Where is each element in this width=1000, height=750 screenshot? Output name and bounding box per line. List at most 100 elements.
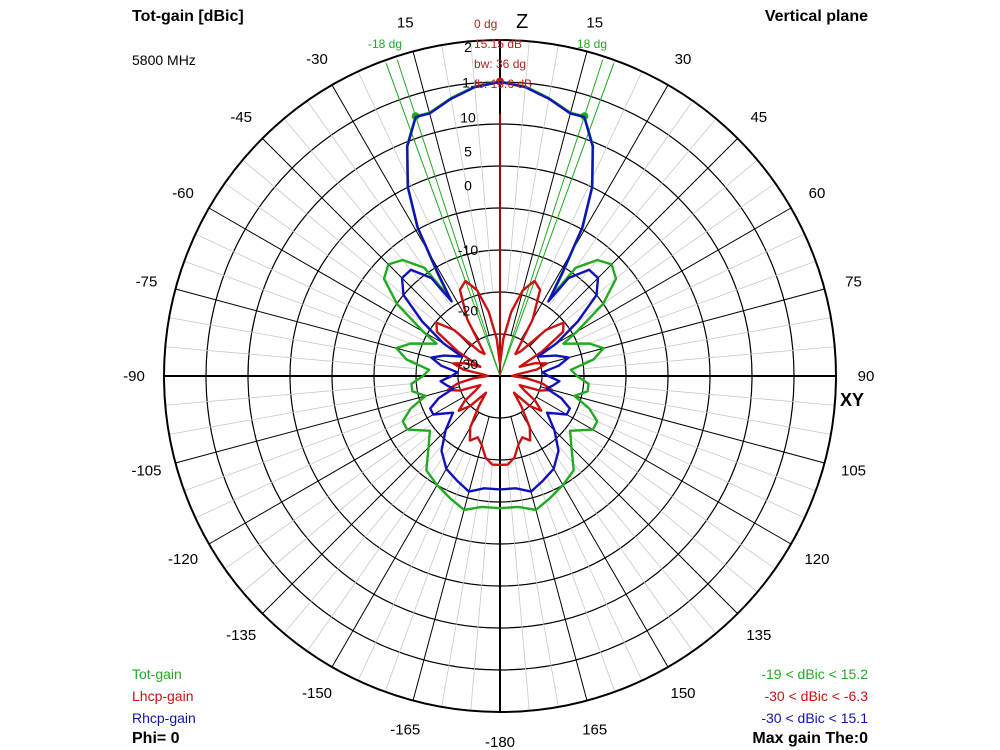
beam-line [499, 59, 604, 377]
angle-label: -75 [136, 273, 158, 290]
radial-label: -30 [458, 356, 478, 372]
phi-label: Phi= 0 [132, 730, 180, 747]
angle-label: -105 [131, 463, 161, 480]
angle-label: -120 [168, 551, 198, 568]
angle-label: -165 [390, 722, 420, 739]
grid-spoke [175, 288, 460, 366]
grid-spoke [412, 51, 490, 336]
angle-labels: 15 15-30 30-45 45-60 60-75 75-90 90-105 105-120… [123, 14, 874, 750]
grid-spoke [470, 41, 494, 293]
grid-spoke [578, 404, 816, 492]
grid-spoke [283, 440, 447, 634]
range-tot-gain: -19 < dBic < 15.2 [761, 666, 868, 682]
frequency-label: 5800 MHz [132, 52, 196, 68]
grid-spoke [470, 459, 494, 711]
angle-label: 30 [675, 51, 692, 68]
grid-spoke [195, 411, 425, 519]
grid-spoke [441, 458, 486, 707]
series-tot-gain [382, 80, 618, 512]
grid-spoke [331, 84, 480, 340]
grid-spoke [165, 346, 417, 370]
grid-spoke [357, 71, 465, 301]
info-angle: 0 dg [474, 17, 497, 31]
angle-label: -90 [123, 368, 145, 385]
grid-spoke [165, 382, 417, 406]
series-curves [382, 80, 618, 512]
radial-label: -20 [458, 303, 478, 319]
grid-spoke [553, 440, 717, 634]
grid-spoke [262, 405, 471, 614]
grid-spoke [412, 416, 490, 701]
grid-spoke [510, 416, 588, 701]
angle-label: 165 [582, 722, 607, 739]
grid-spoke [568, 423, 776, 570]
info-front-back: fb: 19.6 dB [474, 77, 532, 91]
grid-spoke [169, 390, 418, 435]
legend-rhcp-gain: Rhcp-gain [132, 710, 196, 726]
grid-spoke [520, 84, 669, 340]
grid-spoke [506, 41, 530, 293]
xy-axis-label: XY [840, 390, 864, 410]
info-gain: 15.15 dB [474, 37, 522, 51]
grid-spoke [224, 423, 432, 570]
grid-spoke [528, 454, 616, 692]
grid-spoke [575, 411, 805, 519]
grid-spoke [547, 444, 694, 652]
grid-spoke [540, 386, 825, 464]
grid-spoke [208, 396, 464, 545]
legend-lhcp-gain: Lhcp-gain [132, 688, 194, 704]
grid-spoke [520, 412, 669, 668]
right-beam-label: 18 dg [577, 37, 607, 51]
beam-line [385, 63, 501, 377]
chart-title: Tot-gain [dBic] [132, 8, 244, 25]
grid-spoke [540, 288, 825, 366]
grid-spoke [535, 451, 643, 681]
grid-spoke [583, 382, 835, 406]
grid-spoke [506, 459, 530, 711]
grid-spoke [536, 396, 792, 545]
radial-label: 2 [464, 39, 472, 55]
series-rhcp-gain [400, 80, 600, 493]
angle-label: -135 [226, 627, 256, 644]
grid-spoke [575, 233, 805, 341]
grid-spoke [564, 429, 758, 593]
grid-spoke [514, 45, 559, 294]
grid-spoke [175, 386, 460, 464]
grid-spoke [529, 405, 738, 614]
series-lhcp-gain [435, 279, 565, 467]
legend-tot-gain: Tot-gain [132, 666, 182, 682]
radial-label: -10 [458, 242, 478, 258]
range-lhcp-gain: -30 < dBic < -6.3 [764, 688, 868, 704]
grid-spoke [169, 317, 418, 362]
angle-label: 15 [586, 14, 603, 31]
angle-label: -150 [302, 685, 332, 702]
left-beam-label: -18 dg [368, 37, 402, 51]
z-axis-label: Z [516, 11, 528, 33]
grid-spoke [553, 118, 717, 312]
angle-label: 135 [746, 627, 771, 644]
radial-label: 5 [464, 144, 472, 160]
angle-label: 120 [804, 551, 829, 568]
angle-label: 45 [750, 109, 767, 126]
radial-label: 0 [464, 177, 472, 193]
grid-spoke [331, 412, 480, 668]
radial-label: 1. [462, 75, 474, 91]
max-gain-label: Max gain The:0 [752, 730, 868, 747]
plane-label: Vertical plane [764, 8, 868, 25]
grid-spoke [283, 118, 447, 312]
radial-label: 10 [460, 109, 476, 125]
grid-spoke [195, 233, 425, 341]
grid-spoke [583, 346, 835, 370]
grid-spoke [242, 429, 436, 593]
outer-ring [163, 39, 837, 713]
angle-label: -60 [172, 185, 194, 202]
radial-labels: -30 -20 -10 0 5 10 1. 2 [458, 39, 478, 372]
grid-spoke [514, 458, 559, 707]
angle-label: 75 [845, 273, 862, 290]
angle-label: 15 [397, 14, 414, 31]
info-beamwidth: bw: 36 dg [474, 57, 526, 71]
grid-spoke [578, 260, 816, 348]
beam-line [499, 63, 615, 377]
beam-line [396, 59, 501, 377]
